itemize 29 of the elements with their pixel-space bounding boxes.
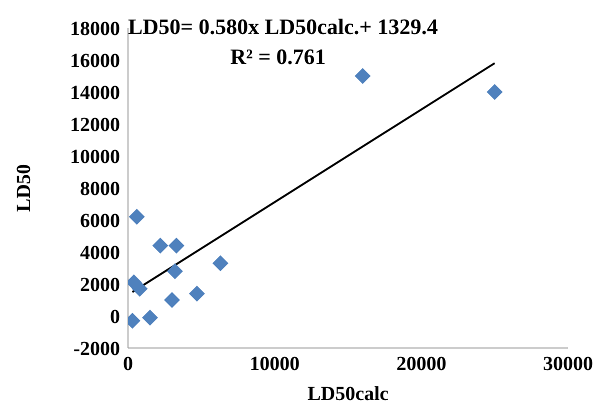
x-tick-label: 30000	[543, 353, 593, 376]
point	[212, 255, 228, 272]
point	[128, 208, 145, 225]
y-tick-label: 12000	[70, 114, 120, 136]
point	[152, 238, 168, 254]
x-tick-label: 10000	[250, 353, 300, 376]
y-tick-label: 14000	[70, 82, 120, 104]
y-tick-label: 18000	[70, 18, 120, 40]
x-tick-label: 20000	[396, 353, 446, 376]
point	[486, 84, 503, 100]
y-tick-label: 16000	[70, 50, 120, 72]
y-tick-label: 10000	[70, 146, 120, 168]
point	[164, 292, 180, 308]
y-tick-label: 6000	[80, 210, 120, 232]
y-tick-label: 0	[110, 306, 120, 328]
text: R² = 0.761	[229, 43, 327, 71]
point	[188, 286, 205, 302]
point	[142, 310, 158, 326]
y-tick-label: 8000	[80, 178, 120, 200]
point	[166, 263, 183, 280]
chart-title: LD50= 0.580x LD50calc.+ 1329.4	[128, 13, 438, 41]
y-tick-label: -2000	[73, 338, 120, 360]
point	[354, 68, 371, 84]
y-tick-label: 2000	[80, 274, 120, 296]
y-axis-title: LD50	[13, 164, 36, 212]
point	[168, 238, 184, 254]
point	[132, 280, 148, 297]
y-tick-label: 4000	[80, 242, 120, 264]
x-axis-title: LD50calc	[307, 383, 389, 405]
